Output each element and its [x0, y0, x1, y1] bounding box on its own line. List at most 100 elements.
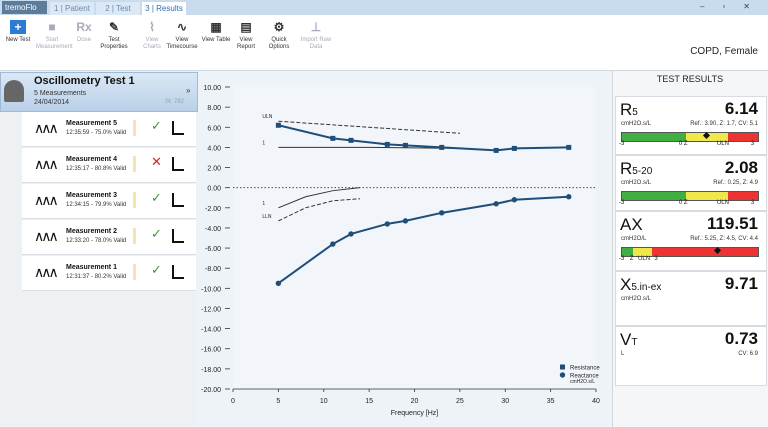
app-tab[interactable]: tremoFlo — [2, 1, 47, 14]
y-tick-label: 2.00 — [207, 166, 221, 173]
x-tick-label: 5 — [276, 398, 280, 405]
test-title: Oscillometry Test 1 — [34, 75, 135, 87]
z-score-label: Z — [629, 256, 634, 262]
z-score-bar — [621, 247, 759, 257]
y-tick-label: -14.00 — [201, 327, 221, 334]
toolbar-button[interactable]: New Test — [5, 37, 31, 43]
chart-icon — [172, 121, 184, 135]
result-symbol: AX — [620, 215, 643, 234]
measurement-row[interactable] — [22, 256, 196, 291]
data-point — [384, 221, 390, 227]
z-score-label: 3 — [654, 256, 658, 262]
data-point — [439, 210, 445, 216]
results-title: TEST RESULTS — [656, 74, 724, 84]
result-subscript: 5 — [632, 107, 638, 118]
z-score-label: ULN — [638, 256, 651, 262]
test-header[interactable] — [0, 72, 198, 112]
toolbar-button[interactable]: Quick Options — [268, 37, 290, 50]
toolbar-icon: ⊥ — [310, 20, 322, 34]
measurement-name: Measurement 3 — [66, 192, 117, 199]
reference-line — [278, 120, 460, 134]
result-card — [615, 271, 767, 326]
plot-area — [233, 87, 596, 389]
z-score-label: ULN — [716, 200, 729, 206]
measurement-name: Measurement 4 — [66, 156, 117, 163]
data-point — [348, 231, 354, 237]
data-point — [275, 122, 281, 128]
chart-icon — [172, 229, 184, 243]
reference-label: LLN — [262, 214, 272, 220]
toolbar-button[interactable]: View Report — [236, 37, 255, 50]
data-point — [384, 141, 390, 147]
measurement-detail: 12:33:20 - 78.0% Valid — [66, 238, 127, 244]
data-point — [402, 218, 409, 224]
waveform-icon: ∧∧∧ — [34, 120, 59, 136]
z-score-label: 3 — [750, 200, 755, 206]
data-point — [330, 241, 336, 247]
x-tick-label: 35 — [547, 398, 555, 405]
toolbar-button[interactable]: View Timecourse — [166, 37, 198, 50]
reference-label: ULN — [262, 114, 272, 120]
toolbar-button[interactable]: View Table — [201, 37, 231, 43]
waveform-icon: ∧∧∧ — [34, 192, 59, 208]
x-tick-label: 40 — [592, 398, 600, 405]
result-value: 0.73 — [724, 329, 758, 348]
waveform-icon: ∧∧∧ — [34, 264, 59, 280]
measurement-row[interactable] — [22, 220, 196, 255]
result-subscript: T — [631, 337, 638, 348]
divider — [133, 156, 136, 172]
z-score-label: 3 — [750, 141, 755, 147]
result-value: 119.51 — [706, 214, 758, 233]
chart-icon — [172, 265, 184, 279]
legend-unit: cmH2O.s/L — [570, 379, 595, 385]
test-date: 24/04/2014 — [34, 99, 70, 106]
measurement-row[interactable] — [22, 148, 196, 183]
tab[interactable]: 2 | Test — [96, 2, 140, 15]
divider — [133, 264, 136, 280]
toolbar-button[interactable]: Test Properties — [100, 37, 128, 50]
y-tick-label: -2.00 — [205, 206, 221, 213]
data-point — [439, 144, 445, 150]
z-score-label: -3 — [619, 256, 625, 262]
tab[interactable]: 1 | Patient — [50, 2, 94, 15]
x-tick-label: 15 — [365, 398, 373, 405]
reference-line — [278, 187, 361, 209]
x-tick-label: 25 — [456, 398, 464, 405]
waveform-icon: ∧∧∧ — [34, 228, 59, 244]
data-point — [493, 201, 499, 207]
result-unit: cmH2O/L — [621, 236, 647, 242]
toolbar-button: View Charts — [143, 37, 161, 50]
data-point — [348, 137, 354, 143]
expand-icon: » — [186, 86, 191, 95]
result-card — [615, 326, 767, 386]
data-point — [566, 144, 572, 150]
measurement-detail: 12:34:15 - 79.9% Valid — [66, 202, 127, 208]
measurement-row[interactable] — [22, 184, 196, 219]
toolbar-button: Start Measurement — [36, 37, 73, 50]
measurement-detail: 12:31:37 - 80.2% Valid — [66, 274, 127, 280]
y-tick-label: -20.00 — [201, 387, 221, 394]
tab[interactable]: 3 | Results — [142, 2, 186, 15]
z-score-label: -3 — [619, 141, 625, 147]
result-symbol: R5-20 — [620, 159, 653, 178]
result-value: 6.14 — [724, 99, 758, 118]
measurement-name: Measurement 5 — [66, 120, 117, 127]
data-point — [402, 142, 408, 148]
z-score-label: ULN — [716, 141, 729, 147]
reference-label: 1 — [262, 140, 265, 146]
toolbar-icon: Rx — [76, 20, 92, 34]
result-unit: cmH2O.s/L — [621, 121, 652, 127]
divider — [133, 228, 136, 244]
result-unit: cmH2O.s/L — [621, 180, 652, 186]
measurement-detail: 12:35:17 - 80.8% Valid — [66, 166, 127, 172]
measurement-detail: 12:35:59 - 75.0% Valid — [66, 130, 127, 136]
x-tick-label: 0 — [231, 398, 235, 405]
validity-icon: ✓ — [151, 190, 162, 205]
result-symbol: X5.in-ex — [620, 275, 662, 294]
result-unit: cmH2O.s/L — [621, 296, 652, 302]
result-card — [615, 96, 767, 155]
result-reference: Ref.: 3.90, Z: 1.7, CV: 5.1 — [690, 121, 758, 127]
result-value: 2.08 — [724, 158, 758, 177]
measurement-row[interactable] — [22, 112, 196, 147]
chart-icon — [172, 193, 184, 207]
